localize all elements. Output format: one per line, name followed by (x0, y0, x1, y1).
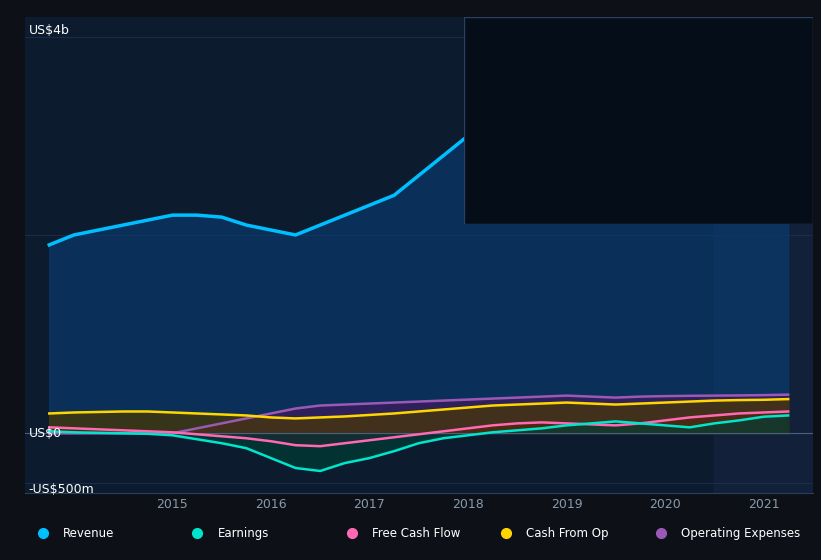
Text: Cash From Op: Cash From Op (526, 527, 609, 540)
Text: Revenue: Revenue (63, 527, 114, 540)
Text: US$0: US$0 (29, 427, 62, 440)
Text: US$4b: US$4b (29, 24, 70, 36)
Text: Cash From Op: Cash From Op (481, 168, 554, 178)
Text: Earnings: Earnings (218, 527, 268, 540)
Text: US$337.782m /yr: US$337.782m /yr (649, 168, 740, 178)
Text: US$384.805m /yr: US$384.805m /yr (649, 195, 740, 206)
Text: Free Cash Flow: Free Cash Flow (481, 140, 559, 150)
Text: US$2.654b /yr: US$2.654b /yr (649, 57, 723, 67)
Text: US$167.139m /yr: US$167.139m /yr (649, 85, 740, 95)
Text: Operating Expenses: Operating Expenses (481, 195, 586, 206)
Bar (714, 17, 813, 493)
Text: 6.3% profit margin: 6.3% profit margin (649, 113, 747, 123)
Text: Revenue: Revenue (481, 57, 526, 67)
Text: US$209.984m /yr: US$209.984m /yr (649, 140, 740, 150)
Text: Operating Expenses: Operating Expenses (681, 527, 800, 540)
FancyBboxPatch shape (464, 17, 813, 224)
Text: Free Cash Flow: Free Cash Flow (372, 527, 461, 540)
Text: -US$500m: -US$500m (29, 483, 94, 496)
Text: Earnings: Earnings (481, 85, 527, 95)
Text: Apr 03 2021: Apr 03 2021 (481, 28, 567, 41)
